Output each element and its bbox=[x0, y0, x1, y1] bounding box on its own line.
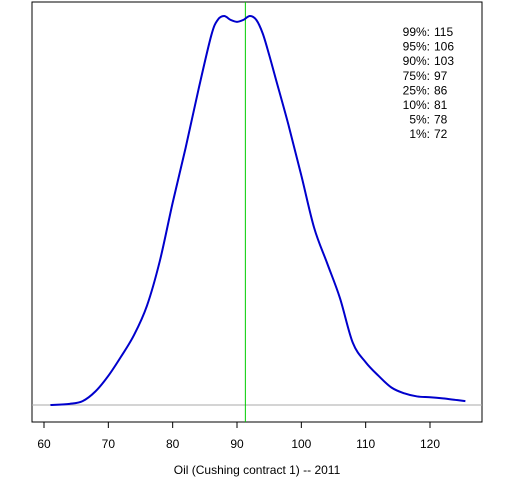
quantile-label: 5%: bbox=[409, 113, 430, 127]
x-axis-title: Oil (Cushing contract 1) -- 2011 bbox=[174, 463, 341, 477]
x-tick-label-110: 110 bbox=[356, 437, 375, 451]
quantile-value: 72 bbox=[434, 127, 448, 141]
quantile-label: 99%: bbox=[403, 25, 430, 39]
x-axis: 60 70 80 90 100 110 120 bbox=[37, 422, 440, 451]
quantile-label: 1%: bbox=[409, 127, 430, 141]
quantile-value: 86 bbox=[434, 83, 448, 97]
quantile-legend: 99%: 115 95%: 106 90%: 103 75%: 97 25%: 86 10%: 81 5… bbox=[403, 25, 455, 141]
quantile-value: 81 bbox=[434, 98, 448, 112]
density-line-0 bbox=[50, 14, 466, 406]
quantile-value: 97 bbox=[434, 69, 448, 83]
quantile-label: 75%: bbox=[403, 69, 430, 83]
quantile-value: 106 bbox=[434, 40, 454, 54]
quantile-label: 25%: bbox=[403, 83, 430, 97]
x-tick-label-80: 80 bbox=[166, 437, 180, 451]
x-tick-label-100: 100 bbox=[291, 437, 311, 451]
quantile-value: 103 bbox=[434, 54, 454, 68]
x-tick-label-120: 120 bbox=[420, 437, 440, 451]
series-layer bbox=[50, 14, 466, 406]
x-tick-label-60: 60 bbox=[37, 437, 51, 451]
quantile-label: 10%: bbox=[403, 98, 430, 112]
plot-frame bbox=[31, 1, 483, 423]
quantile-value: 115 bbox=[434, 25, 453, 39]
quantile-label: 90%: bbox=[403, 54, 430, 68]
x-tick-label-70: 70 bbox=[102, 437, 116, 451]
quantile-value: 78 bbox=[434, 113, 448, 127]
x-tick-label-90: 90 bbox=[230, 437, 244, 451]
quantile-label: 95%: bbox=[403, 40, 430, 54]
